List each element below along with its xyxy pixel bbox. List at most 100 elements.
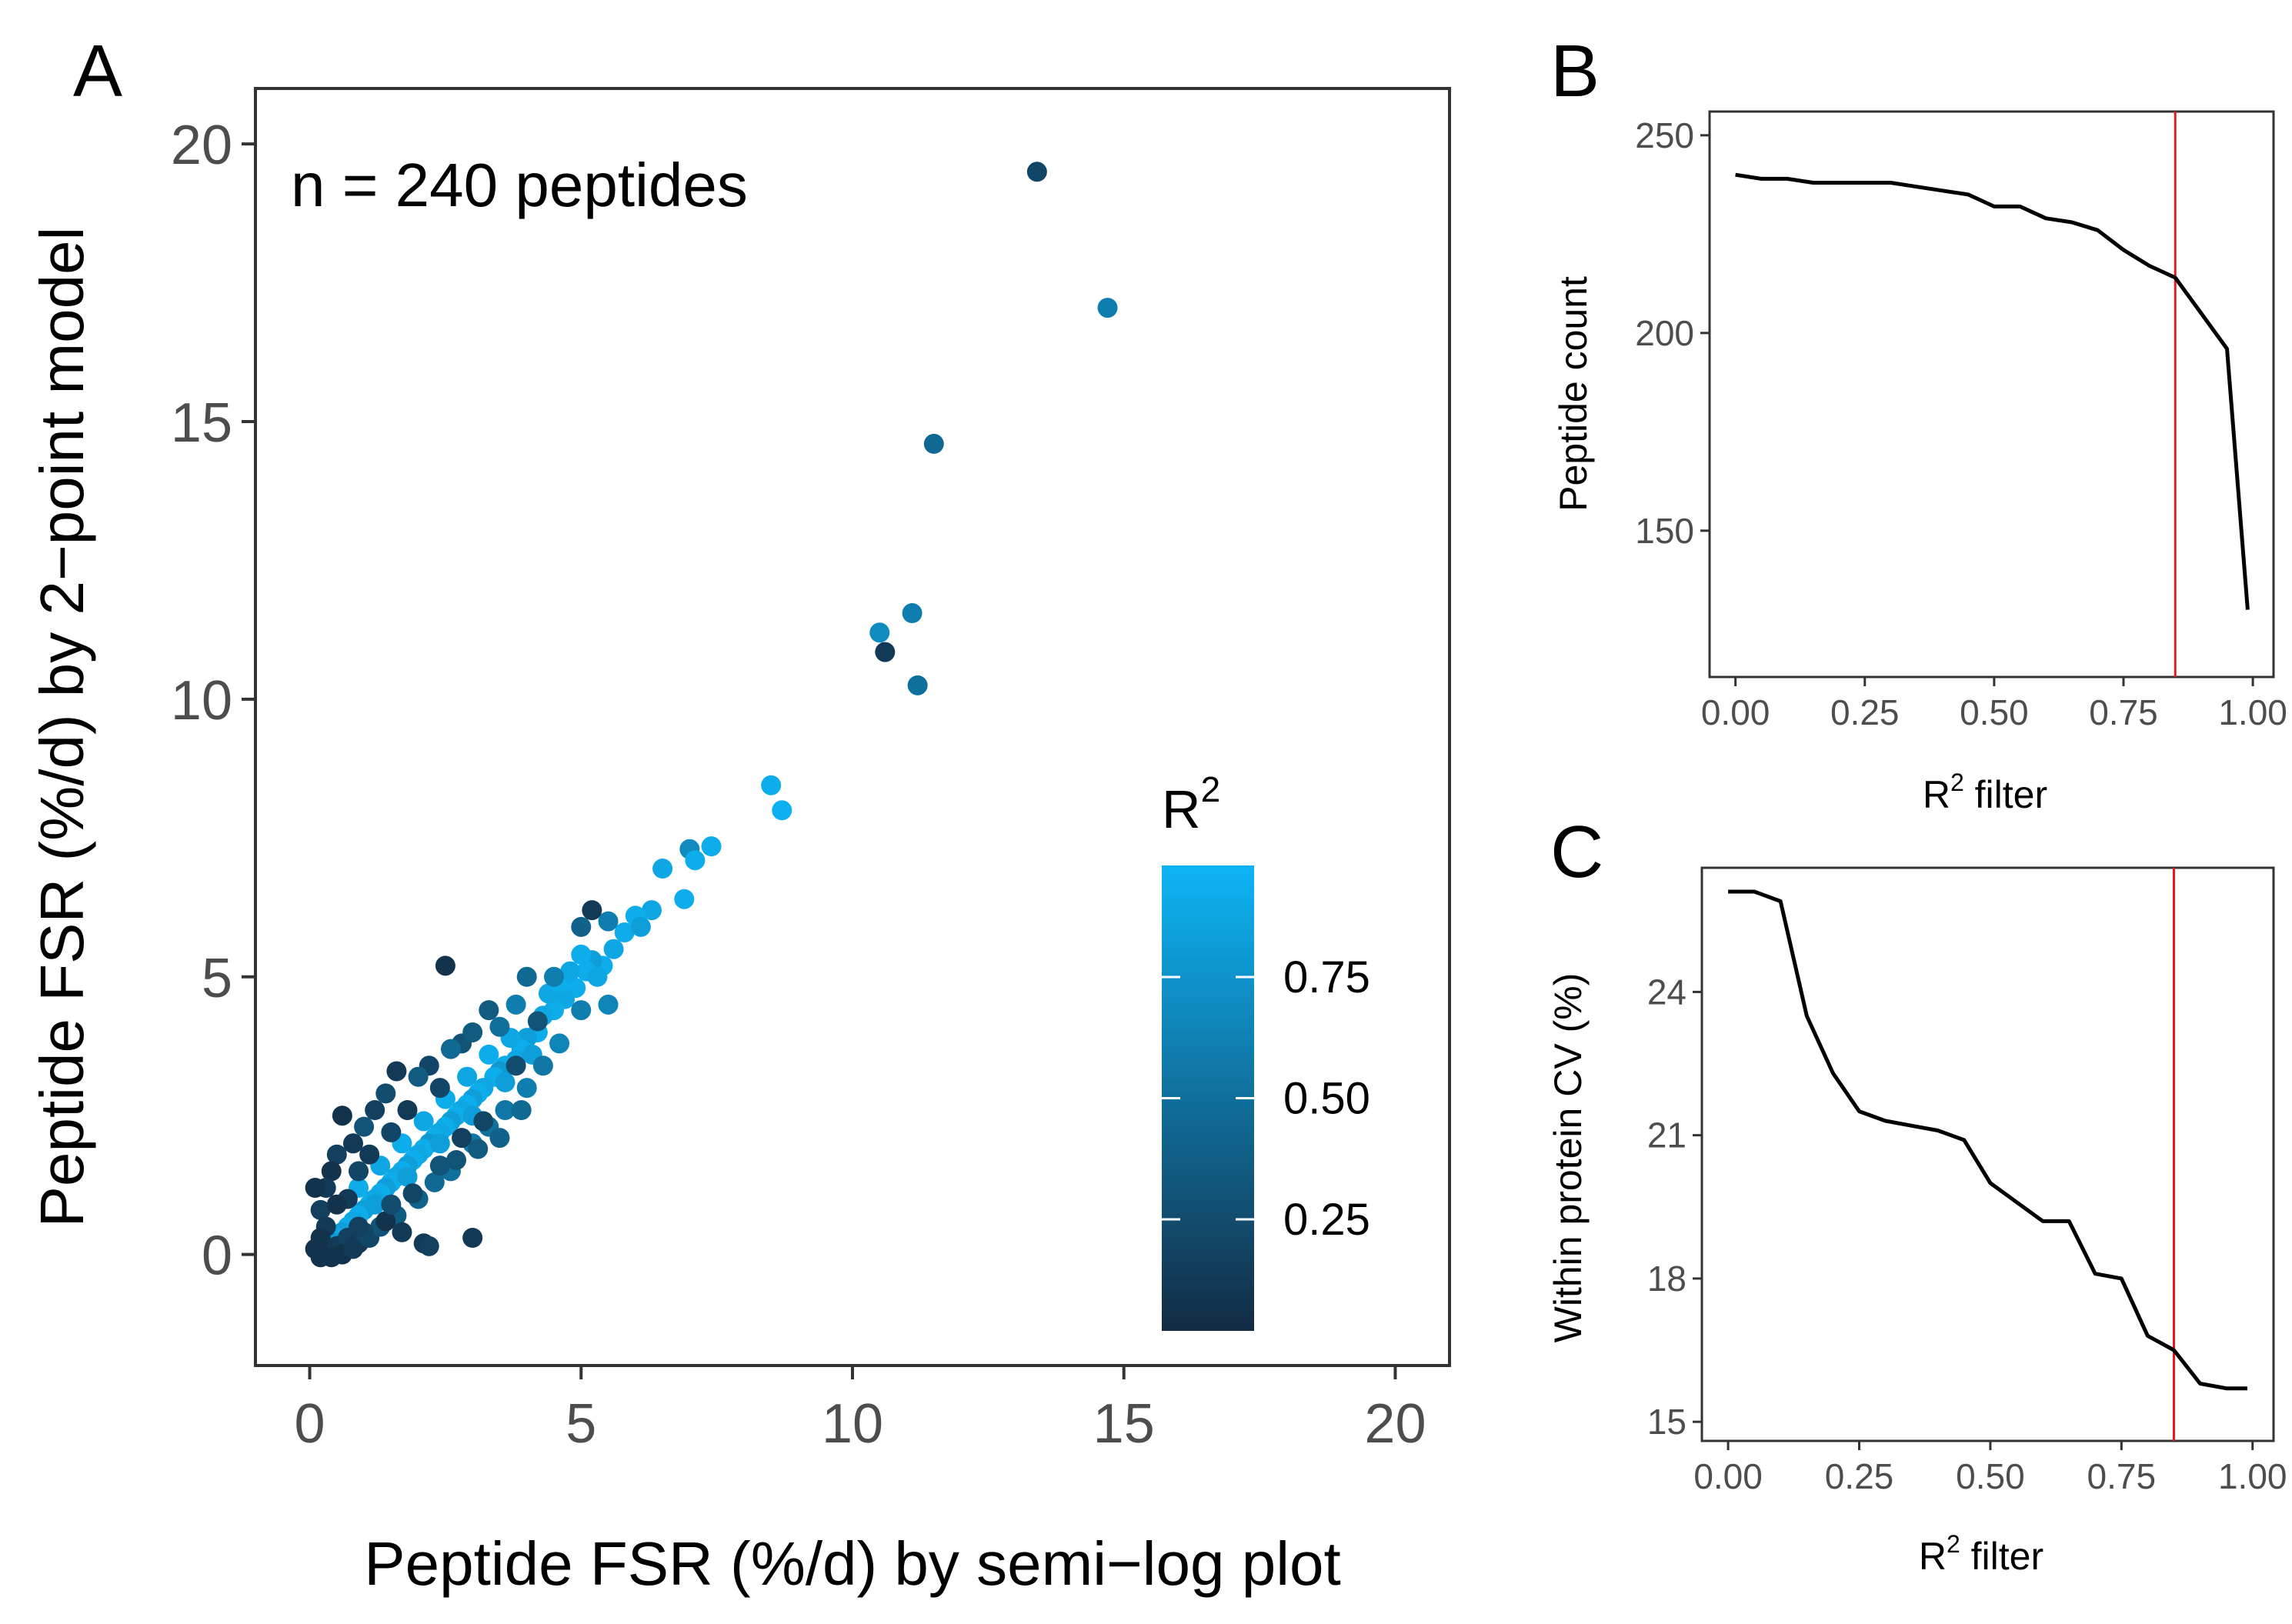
- x-tick-label: 0.25: [1825, 1456, 1894, 1496]
- a-data-point: [386, 1061, 407, 1082]
- a-y-tick-label: 15: [171, 392, 232, 454]
- a-data-point: [381, 1194, 402, 1215]
- a-data-point: [761, 775, 782, 795]
- x-tick-label: 0.00: [1693, 1456, 1763, 1496]
- a-y-tick-label: 0: [202, 1226, 232, 1287]
- a-data-point: [875, 642, 896, 662]
- a-data-point: [1026, 162, 1047, 182]
- a-data-point: [349, 1216, 369, 1237]
- x-tick-label: 0.75: [2089, 692, 2158, 732]
- x-tick-label: 0.25: [1830, 692, 1900, 732]
- series-line: [1728, 889, 2247, 1391]
- panel-a-x-axis-label: Peptide FSR (%/d) by semi−log plot: [364, 1529, 1340, 1598]
- x-tick-label: 1.00: [2218, 692, 2287, 732]
- a-data-point: [907, 675, 928, 695]
- a-data-point: [1097, 298, 1118, 318]
- panel-a-x-ticks: 0 5 10 15 20: [295, 1366, 1426, 1455]
- a-data-point: [505, 994, 526, 1015]
- a-data-point: [365, 1100, 385, 1120]
- a-data-point: [516, 1078, 537, 1099]
- a-data-point: [923, 433, 944, 454]
- a-data-point: [365, 1194, 385, 1215]
- a-data-point: [614, 922, 635, 943]
- a-data-point: [419, 1236, 439, 1256]
- legend-tick-label: 0.50: [1283, 1074, 1370, 1124]
- a-x-tick-label: 5: [565, 1393, 596, 1455]
- legend-ticks: 0.25 0.50 0.75: [1162, 952, 1370, 1245]
- a-data-point: [571, 916, 592, 937]
- a-data-point: [587, 966, 608, 987]
- x-tick-label: 0.00: [1701, 692, 1770, 732]
- a-data-point: [479, 1044, 499, 1065]
- panel-label-b: B: [1550, 30, 1600, 112]
- a-x-tick-label: 10: [822, 1393, 883, 1455]
- panel-b-frame: [1708, 110, 2275, 679]
- a-data-point: [489, 1016, 510, 1037]
- y-tick-label: 18: [1647, 1259, 1686, 1299]
- a-data-point: [630, 916, 651, 937]
- a-data-point: [332, 1105, 352, 1126]
- a-data-point: [468, 1139, 489, 1159]
- a-data-point: [532, 1055, 553, 1076]
- panel-c: C 0.00 0.25 0.50 0.75 1.00 15 18 21 24 R2 filter…: [1546, 811, 2287, 1578]
- a-data-point: [549, 1033, 570, 1054]
- a-data-point: [495, 1072, 515, 1092]
- y-tick-label: 15: [1647, 1402, 1686, 1442]
- a-data-point: [397, 1100, 418, 1120]
- a-data-point: [641, 900, 662, 921]
- x-tick-label: 0.75: [2087, 1456, 2157, 1496]
- a-data-point: [354, 1116, 375, 1137]
- a-data-point: [402, 1183, 423, 1204]
- panel-c-content: 0.00 0.25 0.50 0.75 1.00 15 18 21 24: [1647, 868, 2287, 1496]
- a-data-point: [701, 836, 722, 857]
- a-data-point: [326, 1194, 347, 1215]
- a-data-point: [495, 1100, 515, 1120]
- panel-label-a: A: [73, 30, 122, 112]
- panel-b-x-axis-label: R2 filter: [1923, 769, 2047, 816]
- a-data-point: [457, 1066, 478, 1087]
- panel-b-y-axis-label: Peptide count: [1552, 276, 1595, 512]
- a-y-tick-label: 5: [202, 948, 232, 1009]
- a-data-point: [310, 1199, 331, 1220]
- a-data-point: [527, 1011, 548, 1032]
- panel-c-y-axis-label: Within protein CV (%): [1546, 973, 1590, 1343]
- legend-tick-label: 0.25: [1283, 1195, 1370, 1245]
- x-tick-label: 0.50: [1960, 692, 2029, 732]
- a-data-point: [489, 1128, 510, 1149]
- a-x-tick-label: 0: [295, 1393, 325, 1455]
- series-line: [1735, 172, 2250, 610]
- a-data-point: [603, 939, 624, 959]
- panel-a-y-axis-label: Peptide FSR (%/d) by 2−point model: [28, 227, 96, 1228]
- a-data-point: [598, 994, 619, 1015]
- a-data-point: [652, 859, 673, 879]
- a-data-point: [397, 1166, 418, 1187]
- a-data-point: [473, 1111, 494, 1132]
- y-tick-label: 21: [1647, 1115, 1686, 1155]
- a-data-point: [560, 961, 581, 982]
- panel-label-c: C: [1550, 811, 1603, 893]
- a-y-tick-label: 10: [171, 670, 232, 732]
- y-tick-label: 250: [1635, 115, 1694, 155]
- a-data-point: [902, 603, 922, 624]
- a-data-point: [505, 1055, 526, 1076]
- a-data-point: [305, 1178, 325, 1199]
- a-data-point: [685, 850, 706, 871]
- a-data-point: [571, 1000, 592, 1021]
- a-data-point: [429, 1133, 450, 1154]
- y-tick-label: 200: [1635, 313, 1694, 353]
- panel-c-frame: [1700, 866, 2275, 1442]
- panel-b-content: 0.00 0.25 0.50 0.75 1.00 150 200 250: [1635, 112, 2287, 732]
- legend-tick-label: 0.75: [1283, 952, 1370, 1002]
- a-data-point: [342, 1133, 363, 1154]
- a-x-tick-label: 20: [1364, 1393, 1426, 1455]
- a-data-point: [598, 911, 619, 932]
- a-data-point: [375, 1083, 396, 1104]
- a-data-point: [429, 1155, 450, 1176]
- a-data-point: [375, 1211, 396, 1232]
- a-data-point: [321, 1247, 342, 1268]
- a-data-point: [516, 966, 537, 987]
- legend-title: R2: [1162, 769, 1220, 839]
- a-data-point: [392, 1222, 412, 1242]
- panel-a-y-ticks: 0 5 10 15 20: [171, 115, 255, 1287]
